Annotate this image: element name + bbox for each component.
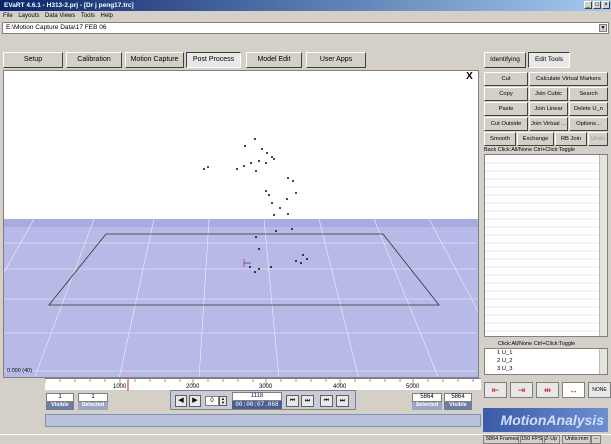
- cut-button[interactable]: Cut: [484, 72, 528, 86]
- status-extra: --: [591, 435, 601, 444]
- tick-label: 4000: [333, 384, 347, 390]
- end-selected-label: Selected: [412, 402, 442, 410]
- next-frame-button[interactable]: ⏮: [320, 395, 333, 407]
- play-forward-button[interactable]: ▶: [189, 395, 201, 407]
- start-frame-field[interactable]: 1: [46, 393, 74, 402]
- tab-calibration[interactable]: Calibration: [66, 52, 122, 68]
- move-right-icon[interactable]: ⇥: [510, 382, 533, 398]
- play-reverse-button[interactable]: ◀: [175, 395, 187, 407]
- list-item[interactable]: 2 U_2: [497, 358, 513, 364]
- viewport-close-icon[interactable]: X: [466, 71, 473, 82]
- marker-list[interactable]: [484, 154, 608, 337]
- selected-label: Selected: [78, 402, 108, 410]
- unnamed-list-header: Click:All/None Ctrl+Click:Toggle: [484, 340, 608, 348]
- join-linear-button[interactable]: Join Linear: [529, 102, 568, 116]
- path-combobox[interactable]: E:\Motion Capture Data\17 FEB 06 ▼: [2, 22, 609, 34]
- tick-label: 3000: [259, 384, 273, 390]
- current-time-display: 00:00:07.068: [232, 401, 282, 409]
- unnamed-marker-list[interactable]: 1 U_1 2 U_2 3 U_3: [484, 348, 608, 375]
- floor-grid: [4, 218, 478, 377]
- end-selected-field[interactable]: 5864: [412, 393, 442, 402]
- last-frame-button[interactable]: ⏭: [336, 395, 349, 407]
- tab-post-process[interactable]: Post Process: [186, 52, 241, 68]
- join-virtual-button[interactable]: Join Virtual ...: [529, 117, 568, 131]
- marker-list-scrollbar[interactable]: [599, 155, 607, 336]
- marker-list-header: Back Click:All/None Ctrl+Click:Toggle: [484, 146, 608, 154]
- back-link[interactable]: Back: [484, 147, 497, 153]
- chevron-down-icon[interactable]: ▼: [599, 24, 607, 32]
- end-visible-label: Visible: [444, 402, 472, 410]
- marker-cloud: [203, 138, 308, 273]
- capture-boundary: [48, 233, 440, 306]
- viewport-coordinate-label: 0.000 (40): [7, 368, 33, 374]
- options-button[interactable]: Options...: [569, 117, 608, 131]
- tab-setup[interactable]: Setup: [3, 52, 63, 68]
- none-button[interactable]: NONE: [588, 382, 611, 398]
- menu-tools[interactable]: Tools: [80, 13, 95, 19]
- visible-label: Visible: [46, 402, 74, 410]
- tick-label: 5000: [406, 384, 420, 390]
- list-item[interactable]: 1 U_1: [497, 350, 513, 356]
- paste-button[interactable]: Paste: [484, 102, 528, 116]
- marker-list-grid: [485, 162, 599, 332]
- motionanalysis-logo: MotionAnalysis: [483, 408, 608, 432]
- tick-label: 1000: [113, 384, 127, 390]
- menu-layouts[interactable]: Layouts: [18, 13, 40, 19]
- title-bar: EVaRT 4.6.1 - H313-2.prj - [Dr j peng17.…: [0, 0, 611, 11]
- step-spinner[interactable]: ▲ ▼: [219, 396, 227, 406]
- rb-join-button[interactable]: RB Join: [555, 132, 587, 146]
- 3d-viewport[interactable]: [3, 70, 479, 378]
- minimize-button[interactable]: _: [584, 1, 592, 9]
- maximize-button[interactable]: □: [593, 1, 601, 9]
- tab-edit-tools[interactable]: Edit Tools: [528, 52, 570, 68]
- join-cubic-button[interactable]: Join Cubic: [529, 87, 568, 101]
- menu-data-views[interactable]: Data Views: [45, 13, 76, 19]
- move-left-icon[interactable]: ⇤: [484, 382, 507, 398]
- current-frame-field[interactable]: 1118: [232, 392, 282, 401]
- up-axis: Z-Up: [542, 435, 561, 444]
- click-all-none[interactable]: Click:All/None: [497, 147, 532, 153]
- tab-identifying[interactable]: Identifying: [484, 52, 526, 68]
- undo-button[interactable]: Undo: [588, 132, 608, 146]
- copy-button[interactable]: Copy: [484, 87, 528, 101]
- list-item[interactable]: 3 U_3: [497, 366, 513, 372]
- units-value: Units:mm: [562, 435, 592, 444]
- menu-help[interactable]: Help: [100, 13, 113, 19]
- delete-unnamed-button[interactable]: Delete U_n: [569, 102, 608, 116]
- end-visible-field[interactable]: 5864: [444, 393, 472, 402]
- prev-frame-button[interactable]: ⏭: [301, 395, 314, 407]
- search-button[interactable]: Search: [569, 87, 608, 101]
- tab-motion-capture[interactable]: Motion Capture: [125, 52, 184, 68]
- menu-file[interactable]: File: [3, 13, 13, 19]
- capture-volume-scene: [4, 138, 478, 377]
- floor-plane: [4, 219, 478, 377]
- unnamed-list-scrollbar[interactable]: [599, 349, 607, 374]
- timeline-ticks: [44, 379, 474, 391]
- collapse-icon[interactable]: ⇹: [536, 382, 559, 398]
- menu-bar: File Layouts Data Views Tools Help: [0, 11, 611, 21]
- window-title: EVaRT 4.6.1 - H313-2.prj - [Dr j peng17.…: [4, 2, 134, 9]
- timeline-ruler[interactable]: 1000 2000 3000 4000 5000: [44, 378, 481, 391]
- tick-label: 2000: [186, 384, 200, 390]
- status-bar: [0, 434, 611, 444]
- smooth-button[interactable]: Smooth: [484, 132, 516, 146]
- tab-user-apps[interactable]: User Apps: [306, 52, 366, 68]
- left-selected-field[interactable]: 1: [78, 393, 108, 402]
- path-value: E:\Motion Capture Data\17 FEB 06: [6, 24, 107, 31]
- timeline-scroll-track[interactable]: [45, 414, 481, 427]
- exchange-button[interactable]: Exchange: [517, 132, 554, 146]
- cut-outside-button[interactable]: Cut Outside: [484, 117, 528, 131]
- calculate-virtual-markers-button[interactable]: Calculate Virtual Markers: [529, 72, 608, 86]
- ctrl-click-toggle: Ctrl+Click:Toggle: [533, 147, 575, 153]
- expand-icon[interactable]: ↔: [562, 382, 585, 398]
- close-button[interactable]: ×: [602, 1, 610, 9]
- frames-count: 5864 Frames: [483, 435, 522, 444]
- tab-model-edit[interactable]: Model Edit: [246, 52, 302, 68]
- first-frame-button[interactable]: ⏮: [286, 395, 299, 407]
- step-size-field[interactable]: 0: [205, 396, 219, 406]
